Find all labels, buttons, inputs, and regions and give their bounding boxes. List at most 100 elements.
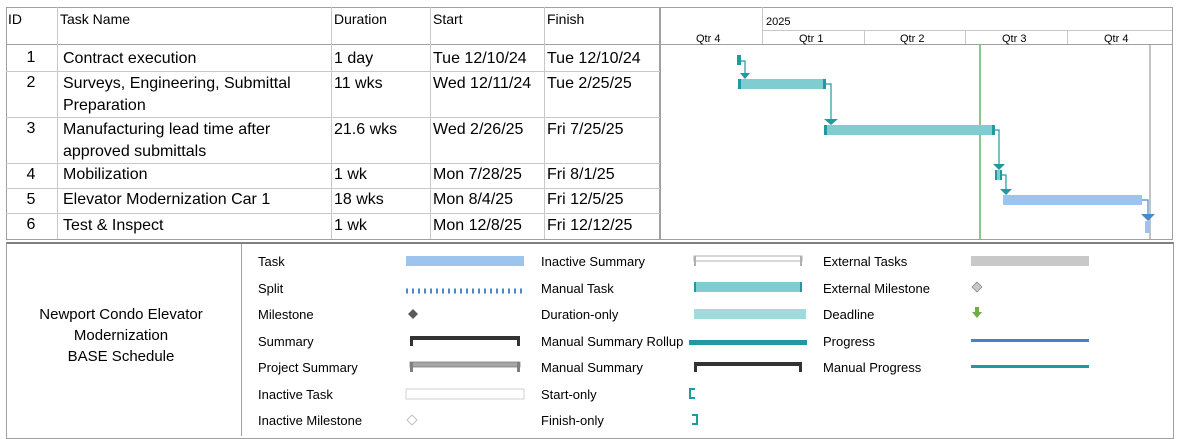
task-start[interactable]: Mon 12/8/25 [433,217,522,234]
swatch-manual-summary [694,362,802,372]
task-name[interactable]: Test & Inspect [63,217,164,234]
link-arrow [824,119,838,125]
legend-label-duration-only: Duration-only [541,307,619,322]
header-task-name[interactable]: Task Name [60,11,131,27]
link-4-5 [1002,174,1007,189]
link-arrow [740,73,750,79]
task-duration[interactable]: 1 wk [334,217,367,234]
timescale-divider [660,44,1173,45]
row-id[interactable]: 2 [26,74,36,91]
legend-label-start-only: Start-only [541,387,597,402]
timescale-quarter: Qtr 2 [900,33,925,45]
col-divider [544,7,545,239]
row-id[interactable]: 3 [26,120,36,137]
task-finish[interactable]: Tue 12/10/24 [547,50,641,67]
header-id[interactable]: ID [8,11,22,27]
qtr-divider [864,30,865,44]
task-finish[interactable]: Fri 7/25/25 [547,121,624,138]
header-duration[interactable]: Duration [334,11,387,27]
task-finish[interactable]: Fri 8/1/25 [547,166,615,183]
project-title-line: BASE Schedule [67,348,175,365]
task-name-line2[interactable]: Preparation [63,97,146,114]
swatch-manual-summary-rollup [689,340,807,345]
task-finish[interactable]: Fri 12/12/25 [547,217,633,234]
task-name[interactable]: Elevator Modernization Car 1 [63,191,271,208]
legend-label-deadline: Deadline [823,307,875,322]
header-finish[interactable]: Finish [547,11,585,27]
task-bar-4-end [1000,170,1002,180]
gantt-chart: 2025 Qtr 4 Qtr 1 Qtr 2 Qtr 3 Qtr 4 [660,7,1173,240]
task-bar-2 [738,79,826,89]
swatch-inactive-milestone-icon [406,414,418,426]
task-name-line2[interactable]: approved submittals [63,143,207,160]
task-start[interactable]: Wed 12/11/24 [433,75,532,92]
legend-label-finish-only: Finish-only [541,413,604,428]
task-table: ID Task Name Duration Start Finish 1 Con… [6,7,660,240]
task-finish[interactable]: Fri 12/5/25 [547,191,624,208]
col-divider [331,7,332,239]
swatch-task [406,256,524,266]
legend-label-inactive-milestone: Inactive Milestone [258,413,363,428]
swatch-start-only-icon [689,388,695,399]
project-title: Newport Condo Elevator Modernization BAS… [0,304,242,367]
task-finish[interactable]: Tue 2/25/25 [547,75,632,92]
legend-label-task: Task [258,254,285,269]
timescale-quarter: Qtr 3 [1002,33,1027,45]
task-name[interactable]: Contract execution [63,50,197,67]
legend-label-progress: Progress [823,334,876,349]
task-name[interactable]: Surveys, Engineering, Submittal [63,75,291,92]
year-divider [762,7,763,44]
link-arrow [1141,214,1155,221]
link-1-2 [741,60,746,73]
task-bar-4-start [995,170,997,180]
row-id[interactable]: 1 [26,49,36,66]
row-id[interactable]: 4 [26,166,36,183]
legend-label-manual-summary: Manual Summary [541,360,643,375]
task-start[interactable]: Mon 8/4/25 [433,191,514,208]
task-start[interactable]: Tue 12/10/24 [433,50,527,67]
swatch-inactive-summary [693,255,803,266]
legend-divider [241,244,242,436]
task-name[interactable]: Manufacturing lead time after [63,121,271,138]
timescale-quarter: Qtr 1 [799,33,824,45]
table-border [6,7,660,240]
task-duration[interactable]: 11 wks [334,75,383,92]
task-duration[interactable]: 21.6 wks [334,121,398,138]
task-duration[interactable]: 1 day [334,50,374,67]
row-divider [6,213,660,214]
qtr-divider [1067,30,1068,44]
link-2-3 [826,83,832,119]
task-bar-4 [995,170,1002,180]
swatch-deadline-icon [972,307,982,318]
task-duration[interactable]: 1 wk [334,166,367,183]
gantt-border [660,7,1173,240]
swatch-duration-only [694,309,806,319]
task-bar-2-start [738,79,741,89]
gantt-bars [737,45,1155,239]
task-duration[interactable]: 18 wks [334,191,384,208]
legend-label-project-summary: Project Summary [258,360,358,375]
timescale-quarter: Qtr 4 [1104,33,1129,45]
swatch-finish-only-icon [692,414,698,425]
legend-label-split: Split [258,281,284,296]
task-name[interactable]: Mobilization [63,166,148,183]
swatch-manual-progress [971,365,1089,368]
row-id[interactable]: 6 [26,216,36,233]
swatch-milestone-icon [408,309,418,319]
task-bar-3-end [992,125,995,135]
task-start[interactable]: Wed 2/26/25 [433,121,524,138]
legend-label-external-tasks: External Tasks [823,254,908,269]
timescale-year: 2025 [766,16,791,28]
col-divider [57,7,58,239]
legend-label-manual-summary-rollup: Manual Summary Rollup [541,334,684,349]
swatch-external-milestone-icon [971,281,983,293]
row-id[interactable]: 5 [26,191,36,208]
link-3-4 [995,129,1000,164]
row-divider [6,163,660,164]
row-divider [6,71,660,72]
task-start[interactable]: Mon 7/28/25 [433,166,522,183]
legend-label-summary: Summary [258,334,314,349]
header-start[interactable]: Start [433,11,463,27]
task-bar-2-end [823,79,826,89]
